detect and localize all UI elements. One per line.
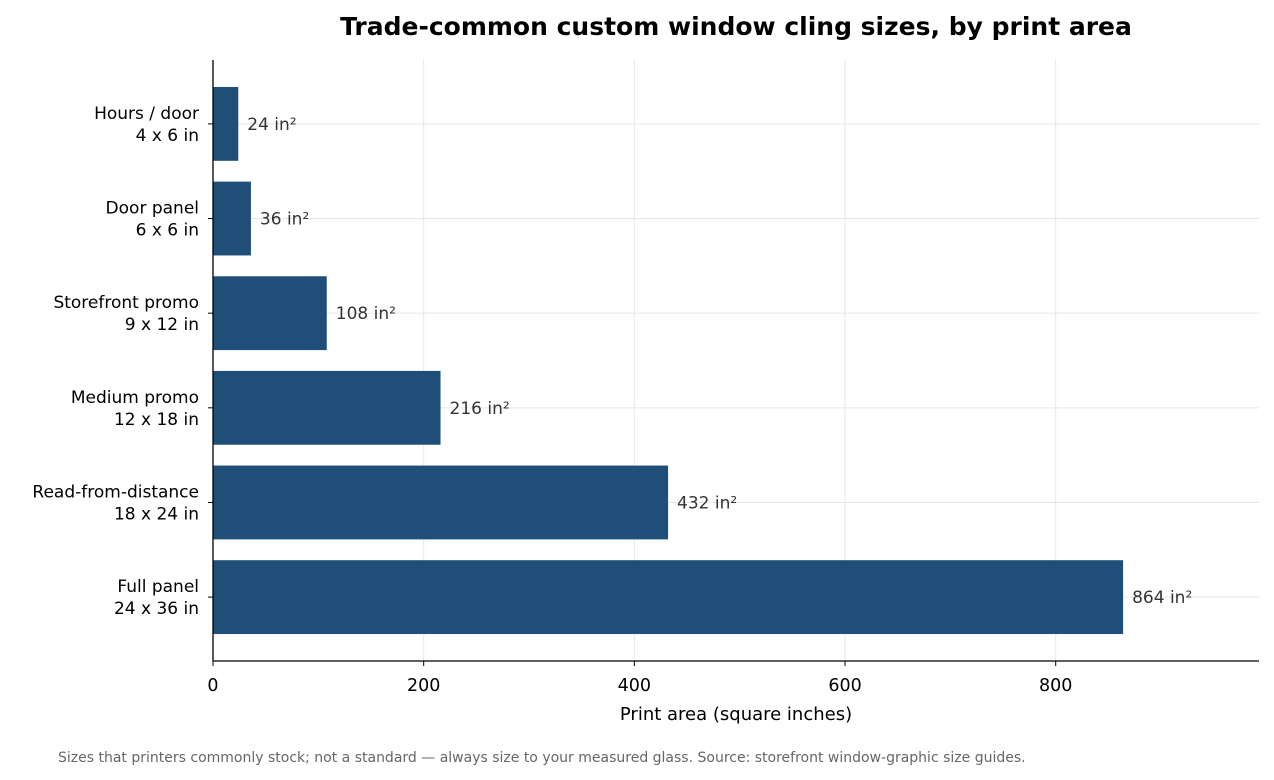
bar <box>213 276 327 351</box>
labels: 24 in² 36 in² 108 in² 216 in² 432 in² 864 in²… <box>32 104 1192 696</box>
chart-footnote: Sizes that printers commonly stock; not … <box>58 750 1026 766</box>
x-tick-label: 200 <box>407 676 440 696</box>
bar-value-label: 24 in² <box>247 115 296 135</box>
bar-value-label: 216 in² <box>450 399 510 419</box>
y-tick-label-line: 6 x 6 in <box>136 221 199 241</box>
y-tick-label: Read-from-distance 18 x 24 in <box>32 482 199 524</box>
bar-value-label: 108 in² <box>336 304 396 324</box>
bar <box>213 181 251 256</box>
bar-value-label: 36 in² <box>260 210 309 230</box>
x-tick-label: 800 <box>1039 676 1072 696</box>
y-tick-label-line: 4 x 6 in <box>136 126 199 146</box>
axes <box>208 60 1259 666</box>
bars <box>213 86 1124 635</box>
y-tick-label: Medium promo 12 x 18 in <box>71 388 199 430</box>
bar <box>213 465 669 540</box>
y-tick-label-line: 9 x 12 in <box>125 315 199 335</box>
y-tick-label-line: 18 x 24 in <box>114 504 199 524</box>
x-tick-label: 400 <box>618 676 651 696</box>
y-tick-label-line: Read-from-distance <box>32 482 199 502</box>
bar <box>213 560 1124 635</box>
y-tick-label-line: 12 x 18 in <box>114 410 199 430</box>
y-tick-label: Door panel 6 x 6 in <box>106 199 199 241</box>
chart-title: Trade-common custom window cling sizes, … <box>340 12 1132 41</box>
bar-value-label: 864 in² <box>1132 588 1192 608</box>
x-axis-label: Print area (square inches) <box>620 704 852 725</box>
y-tick-label-line: Hours / door <box>94 104 199 124</box>
y-tick-label-line: Storefront promo <box>53 293 199 313</box>
bar-value-label: 432 in² <box>677 493 737 513</box>
y-tick-label: Storefront promo 9 x 12 in <box>53 293 199 335</box>
y-tick-label-line: Full panel <box>117 577 199 597</box>
bar <box>213 86 239 161</box>
x-tick-label: 600 <box>828 676 861 696</box>
bar <box>213 370 441 445</box>
y-tick-label: Hours / door 4 x 6 in <box>94 104 199 146</box>
y-tick-label: Full panel 24 x 36 in <box>114 577 199 619</box>
y-tick-label-line: Door panel <box>106 199 199 219</box>
y-tick-label-line: Medium promo <box>71 388 199 408</box>
x-tick-label: 0 <box>207 676 218 696</box>
y-tick-label-line: 24 x 36 in <box>114 599 199 619</box>
